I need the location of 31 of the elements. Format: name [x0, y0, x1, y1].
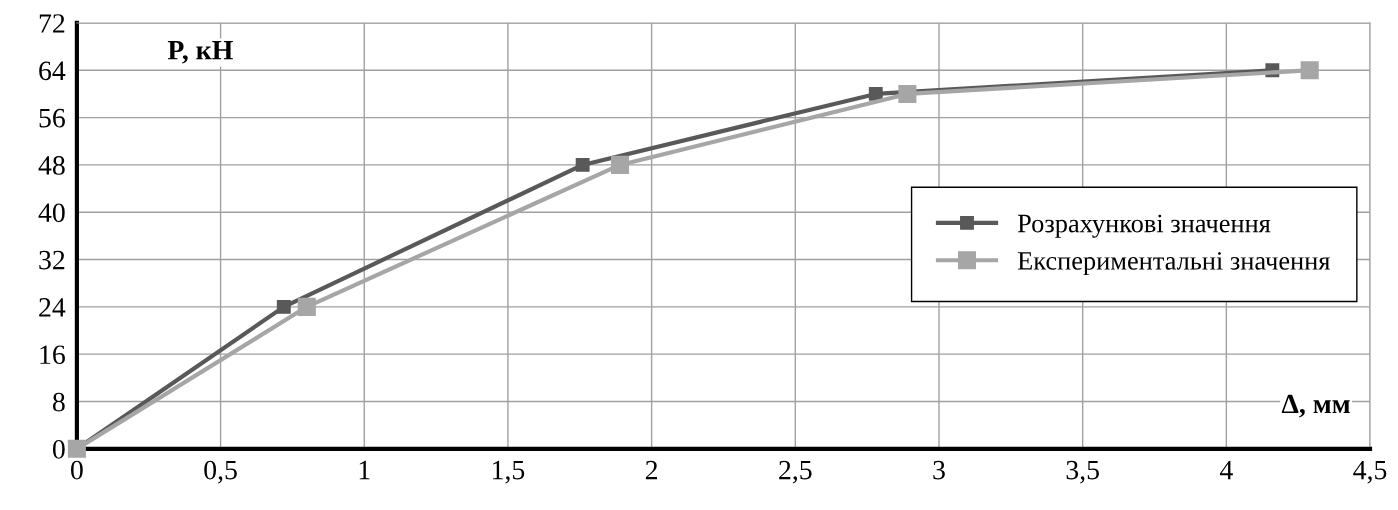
- y-tick-label: 16: [40, 345, 65, 365]
- point: [1300, 61, 1319, 80]
- x-tick-label: 1: [359, 460, 370, 480]
- y-tick-label: 8: [52, 392, 65, 412]
- x-tick-label: 4: [1219, 460, 1233, 480]
- legend-label: Розрахункові значення: [1017, 214, 1271, 238]
- point: [297, 297, 316, 316]
- x-tick-label: 0,5: [204, 460, 237, 484]
- x-axis-title: Δ, мм: [1281, 394, 1350, 418]
- point: [276, 299, 291, 314]
- point: [575, 157, 590, 172]
- y-tick-label: 24: [39, 298, 66, 317]
- y-tick-label: 72: [39, 14, 65, 33]
- legend-label: Експериментальні значення: [1017, 252, 1330, 276]
- y-tick-label: 48: [38, 156, 65, 175]
- point: [868, 86, 883, 101]
- y-axis-title: P, кН: [167, 41, 233, 64]
- x-tick-label: 1,5: [493, 460, 525, 484]
- y-tick-label: 0: [52, 439, 65, 459]
- y-tick-label: 32: [39, 250, 65, 270]
- x-tick-label: 3: [933, 460, 945, 480]
- point: [898, 84, 917, 103]
- y-tick-label: 40: [38, 203, 65, 223]
- y-tick-label: 64: [39, 61, 66, 81]
- x-tick-label: 2,5: [779, 460, 812, 484]
- y-tick-label: 56: [39, 108, 65, 128]
- x-tick-label: 3,5: [1066, 460, 1099, 484]
- x-tick-label: 4,5: [1353, 460, 1387, 484]
- x-tick-label: 0: [71, 460, 83, 480]
- x-tick-label: 2: [645, 460, 658, 480]
- point: [610, 155, 630, 174]
